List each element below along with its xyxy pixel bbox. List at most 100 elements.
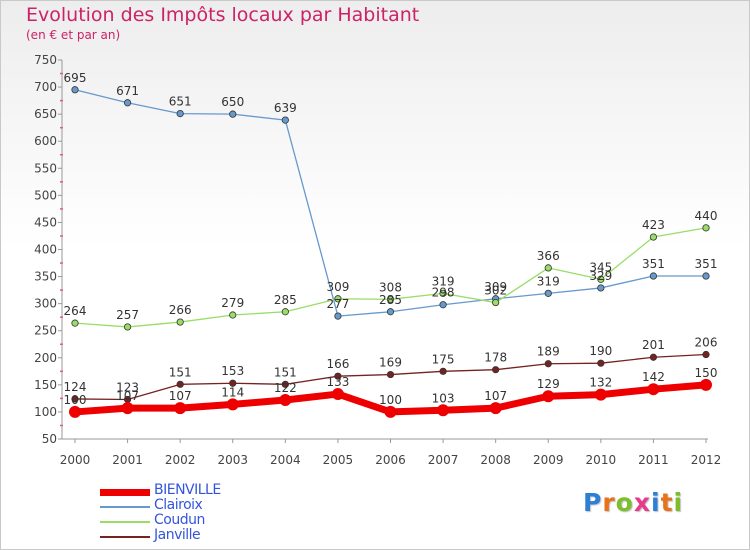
data-label: 129 [537,377,560,391]
data-label: 309 [326,280,349,294]
data-point [334,295,342,303]
data-point [229,311,237,319]
y-tick-label: 600 [34,134,57,148]
data-point [384,405,397,418]
data-label: 319 [537,274,560,288]
data-point [439,289,447,297]
data-label: 319 [432,274,455,288]
y-tick-label: 700 [34,80,57,94]
data-point [174,402,187,415]
data-point [597,359,605,367]
data-point [386,295,395,303]
legend-item: Janville [100,527,300,544]
data-point [229,379,237,387]
data-label: 206 [695,336,718,350]
data-point [279,394,292,407]
data-label: 298 [432,286,455,300]
y-tick-label: 350 [34,270,57,284]
y-tick-label: 50 [42,432,57,446]
y-tick-label: 150 [34,378,57,392]
data-label: 651 [169,95,192,109]
data-point [334,312,342,320]
x-tick-label: 2002 [165,453,196,467]
data-point [594,388,607,401]
data-label: 639 [274,101,297,115]
data-label: 308 [379,280,402,294]
legend-label: Janville [154,527,201,543]
data-point [123,323,132,331]
x-tick-label: 2001 [112,453,143,467]
logo-letter: i [673,488,684,517]
y-tick-label: 400 [34,243,57,257]
data-label: 103 [432,391,455,405]
data-label: 257 [116,308,139,322]
data-point [123,99,132,107]
logo-letter: i [651,488,661,517]
data-point [544,360,552,368]
data-label: 189 [537,345,560,359]
x-tick-label: 2010 [586,453,617,467]
x-tick-label: 2011 [638,453,669,467]
data-point [437,404,450,417]
data-label: 107 [116,389,139,403]
data-point [386,308,395,316]
data-point [386,370,395,379]
y-tick-label: 450 [34,215,57,229]
y-tick-label: 750 [34,53,57,67]
data-label: 100 [64,393,87,407]
data-label: 201 [642,338,665,352]
legend-item: BIENVILLE [100,482,300,499]
legend-item: Clairoix [100,497,300,514]
data-label: 309 [484,280,507,294]
legend-item: Coudun [100,512,300,529]
data-point [544,289,552,297]
chart-subtitle: (en € et par an) [26,28,121,42]
data-point [334,372,342,380]
data-label: 285 [274,293,297,307]
data-point [597,275,605,283]
data-label: 107 [484,389,507,403]
legend-label: BIENVILLE [154,482,221,498]
data-point [649,233,658,241]
data-label: 302 [484,284,507,298]
data-point [439,367,447,375]
data-label: 695 [64,71,87,85]
data-label: 123 [116,380,139,394]
data-point [176,110,184,118]
data-label: 190 [589,344,612,358]
data-label: 423 [642,218,665,232]
x-tick-label: 2007 [428,453,459,467]
data-point [542,390,555,403]
data-point [702,350,710,359]
data-point [71,395,79,403]
data-label: 107 [169,389,192,403]
logo-letter: t [660,488,674,517]
data-point [544,264,552,272]
logo-letter: P [583,488,603,517]
legend-label: Coudun [154,512,205,528]
data-label: 285 [379,293,402,307]
data-label: 178 [484,351,507,365]
data-label: 440 [695,209,718,223]
legend-swatch [100,521,150,523]
data-point [649,272,658,280]
data-label: 279 [221,296,244,310]
data-point [702,272,710,280]
data-label: 151 [169,365,192,379]
data-label: 351 [642,257,665,271]
y-tick-label: 250 [34,324,57,338]
data-point [489,402,502,415]
data-label: 671 [116,84,139,98]
x-tick-label: 2003 [217,453,248,467]
logo-letter: r [602,488,616,517]
logo-letter: o [615,488,634,517]
data-point [492,366,500,374]
data-point [649,353,658,361]
legend-swatch [100,488,150,496]
data-point [647,383,660,396]
data-label: 175 [432,352,455,366]
data-label: 169 [379,356,402,370]
x-tick-label: 2006 [375,453,406,467]
